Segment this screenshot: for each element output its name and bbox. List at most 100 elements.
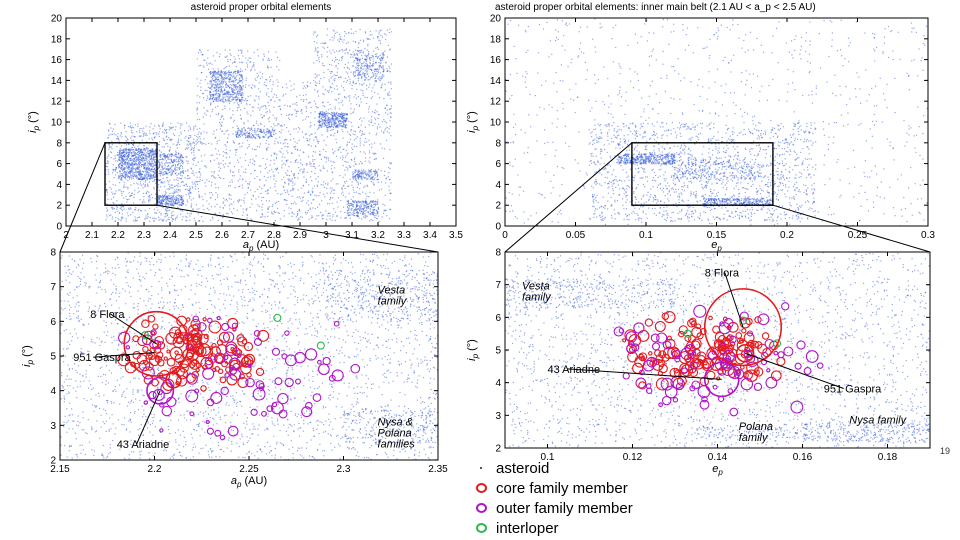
asteroid-point [334,99,336,101]
asteroid-point [372,55,374,57]
asteroid-point [222,86,224,88]
asteroid-point [342,157,344,159]
asteroid-point [372,87,374,89]
asteroid-point [155,162,157,164]
asteroid-point [231,90,233,92]
asteroid-point [163,173,165,175]
asteroid-point [308,190,310,192]
asteroid-point [284,192,287,194]
asteroid-point [135,160,137,163]
asteroid-point [376,218,378,220]
asteroid-point [380,130,383,132]
asteroid-point [216,96,218,98]
asteroid-point [221,74,223,76]
asteroid-point [337,206,339,208]
asteroid-point [237,81,239,83]
asteroid-point [160,181,162,183]
asteroid-point [350,130,352,132]
asteroid-point [329,87,331,89]
asteroid-point [129,122,131,124]
asteroid-point [132,166,134,168]
asteroid-point [375,55,377,57]
asteroid-point [279,193,282,196]
asteroid-point [346,114,348,116]
asteroid-point [122,186,125,188]
asteroid-point [333,167,336,169]
asteroid-point [227,97,229,99]
asteroid-point [106,191,108,194]
asteroid-point [227,85,229,87]
asteroid-point [127,215,129,217]
asteroid-point [143,154,145,156]
asteroid-point [130,208,132,210]
asteroid-point [160,214,162,216]
asteroid-point [125,186,127,188]
asteroid-point [304,87,307,89]
asteroid-point [277,212,279,214]
asteroid-point [238,81,241,83]
asteroid-point [229,53,231,55]
asteroid-point [179,167,181,169]
asteroid-point [250,114,252,117]
asteroid-point [327,118,329,120]
asteroid-point [250,218,252,220]
asteroid-point [380,181,382,183]
asteroid-point [222,100,224,102]
asteroid-point [325,42,327,44]
asteroid-point [228,79,230,81]
asteroid-point [124,171,126,173]
asteroid-point [141,160,143,162]
asteroid-point [147,150,149,152]
asteroid-point [274,153,276,155]
asteroid-point [262,215,264,217]
asteroid-point [139,128,141,130]
asteroid-point [379,58,381,60]
asteroid-point [364,177,366,179]
asteroid-point [124,151,126,153]
asteroid-point [156,132,158,134]
asteroid-point [148,166,150,168]
asteroid-point [129,173,131,175]
asteroid-point [341,121,343,123]
asteroid-point [311,190,313,192]
asteroid-point [215,93,217,95]
asteroid-point [174,168,176,171]
asteroid-point [218,121,221,123]
asteroid-point [340,76,342,78]
asteroid-point [336,58,338,60]
asteroid-point [108,148,110,150]
asteroid-point [171,184,173,186]
asteroid-point [127,156,129,159]
asteroid-point [369,162,371,164]
asteroid-point [287,191,289,193]
asteroid-point [135,207,137,209]
asteroid-point [199,172,201,174]
asteroid-point [201,142,203,144]
asteroid-point [256,76,259,78]
asteroid-point [279,60,281,62]
asteroid-point [118,212,120,214]
asteroid-point [121,152,124,154]
asteroid-point [390,63,393,65]
asteroid-point [153,154,155,156]
asteroid-point [228,81,230,83]
asteroid-point [353,72,355,74]
asteroid-point [322,122,324,124]
asteroid-point [212,194,214,196]
asteroid-point [251,137,253,139]
asteroid-point [134,136,136,138]
asteroid-point [261,131,263,133]
asteroid-point [372,63,374,65]
asteroid-point [276,96,278,98]
asteroid-point [164,203,166,205]
asteroid-point [121,154,123,156]
asteroid-point [323,193,325,195]
asteroid-point [137,159,139,161]
asteroid-point [175,191,177,193]
asteroid-point [130,164,132,166]
asteroid-point [128,171,131,173]
asteroid-point [143,171,145,173]
asteroid-point [246,62,248,64]
asteroid-point [137,187,139,189]
asteroid-point [164,163,166,165]
